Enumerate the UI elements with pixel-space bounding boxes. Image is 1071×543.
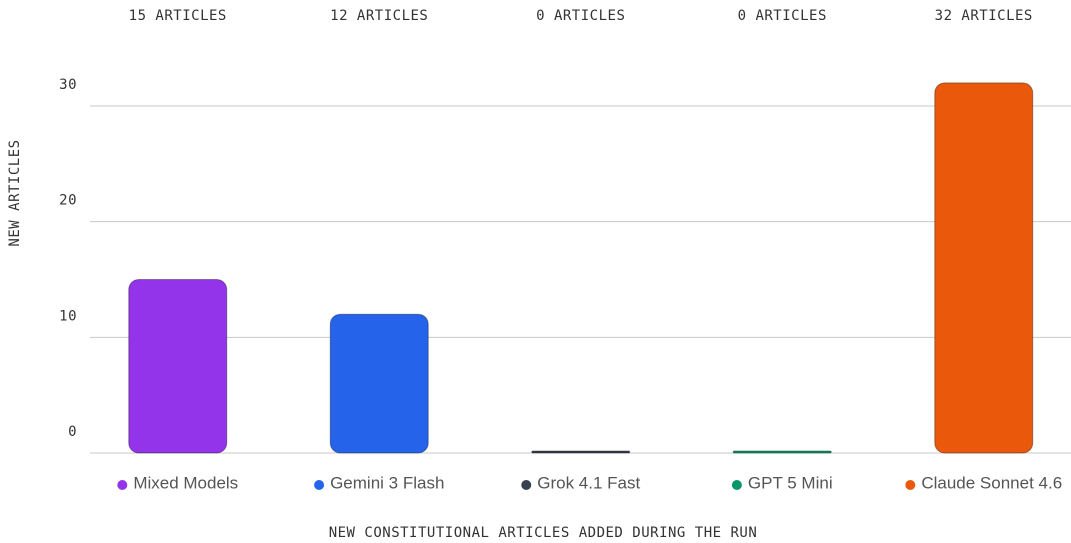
value-label: 0 ARTICLES: [738, 8, 827, 24]
bar: [732, 450, 832, 454]
legend-label: Mixed Models: [133, 473, 238, 492]
bar: [128, 279, 228, 454]
legend-swatch: [905, 480, 916, 490]
legend-swatch: [314, 480, 325, 490]
legend-swatch: [521, 480, 532, 490]
legend-label: Claude Sonnet 4.6: [921, 473, 1062, 492]
bar: [934, 82, 1034, 454]
value-label: 0 ARTICLES: [536, 8, 625, 24]
value-label: 15 ARTICLES: [129, 8, 227, 24]
y-tick-label: 20: [59, 193, 77, 209]
legend-label: Grok 4.1 Fast: [537, 473, 640, 492]
value-label: 32 ARTICLES: [935, 8, 1033, 24]
x-axis-title: NEW CONSTITUTIONAL ARTICLES ADDED DURING…: [329, 525, 758, 541]
y-tick-label: 0: [68, 424, 77, 440]
y-axis-title: NEW ARTICLES: [7, 139, 23, 246]
legend-label: Gemini 3 Flash: [330, 473, 444, 492]
value-label: 12 ARTICLES: [330, 8, 428, 24]
bar: [329, 313, 429, 454]
bar: [531, 450, 631, 454]
y-tick-label: 10: [59, 308, 77, 324]
legend-label: GPT 5 Mini: [748, 473, 833, 492]
legend-swatch: [117, 480, 128, 490]
legend-swatch: [731, 480, 742, 490]
y-tick-label: 30: [59, 77, 77, 93]
